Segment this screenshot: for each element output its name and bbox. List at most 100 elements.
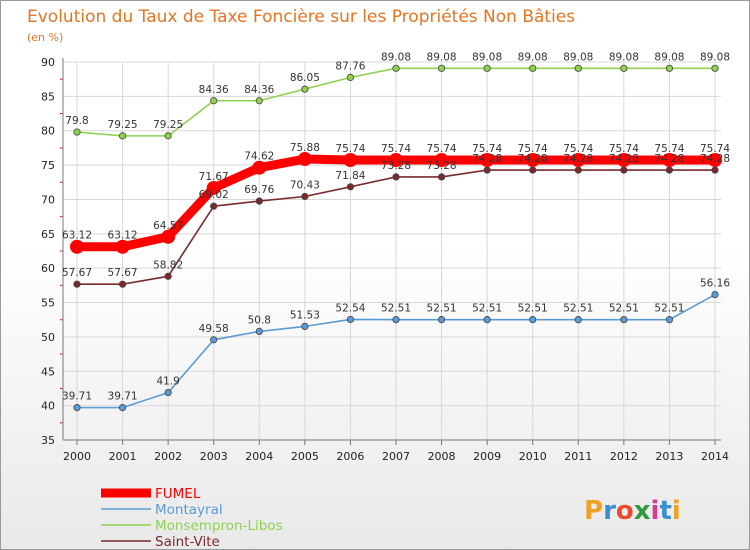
data-label: 89.08 bbox=[472, 51, 502, 63]
data-label: 74.28 bbox=[654, 153, 684, 165]
chart-title: Evolution du Taux de Taxe Foncière sur l… bbox=[27, 7, 575, 27]
data-label: 63.12 bbox=[108, 230, 138, 242]
data-point bbox=[529, 166, 537, 174]
y-tick-label: 60 bbox=[41, 262, 55, 275]
data-label: 84.36 bbox=[199, 84, 229, 96]
data-label: 75.74 bbox=[472, 143, 502, 155]
data-point bbox=[437, 316, 446, 324]
data-point bbox=[346, 73, 355, 81]
legend-label: FUMEL bbox=[155, 486, 201, 502]
x-tick-label: 2004 bbox=[245, 450, 273, 463]
data-label: 74.28 bbox=[609, 153, 639, 165]
proxiti-logo: Proxiti bbox=[584, 496, 681, 526]
y-tick-label: 55 bbox=[41, 297, 55, 310]
data-label: 52.51 bbox=[563, 303, 593, 315]
data-point bbox=[574, 166, 582, 174]
data-label: 75.88 bbox=[290, 142, 320, 154]
y-tick-label: 65 bbox=[41, 228, 55, 241]
data-point bbox=[529, 316, 537, 324]
data-label: 52.51 bbox=[427, 303, 457, 315]
x-tick-label: 2011 bbox=[564, 450, 592, 463]
data-point bbox=[665, 316, 674, 324]
data-label: 89.08 bbox=[427, 51, 457, 63]
data-point bbox=[297, 152, 312, 167]
data-label: 89.08 bbox=[700, 51, 730, 63]
data-label: 58.82 bbox=[153, 259, 183, 271]
data-point bbox=[164, 132, 172, 140]
x-tick-label: 2007 bbox=[382, 450, 410, 463]
data-point bbox=[210, 202, 218, 210]
x-tick-label: 2009 bbox=[473, 450, 501, 463]
data-label: 64.57 bbox=[153, 220, 183, 232]
data-label: 75.74 bbox=[609, 143, 639, 155]
data-point bbox=[662, 153, 677, 168]
data-label: 73.28 bbox=[427, 160, 457, 172]
legend-label: Montayral bbox=[155, 502, 223, 518]
data-label: 39.71 bbox=[108, 391, 138, 403]
y-tick-label: 50 bbox=[41, 331, 55, 344]
data-label: 57.67 bbox=[62, 267, 92, 279]
data-point bbox=[620, 166, 628, 174]
data-point bbox=[343, 153, 358, 168]
data-label: 56.16 bbox=[700, 278, 730, 290]
data-label: 89.08 bbox=[609, 51, 639, 63]
data-point bbox=[483, 166, 491, 174]
data-label: 75.74 bbox=[700, 143, 730, 155]
data-point bbox=[529, 64, 537, 72]
logo-letter: i bbox=[672, 496, 681, 526]
data-point bbox=[711, 64, 719, 72]
data-label: 89.08 bbox=[563, 51, 593, 63]
legend-label: Monsempron-Libos bbox=[155, 518, 283, 534]
data-point bbox=[665, 166, 674, 174]
data-point bbox=[161, 229, 176, 244]
y-tick-label: 35 bbox=[41, 434, 55, 447]
data-point bbox=[525, 153, 540, 168]
data-point bbox=[708, 153, 722, 168]
data-label: 52.51 bbox=[654, 303, 684, 315]
logo-letter: P bbox=[584, 496, 603, 526]
data-point bbox=[389, 153, 403, 168]
data-label: 74.28 bbox=[472, 153, 502, 165]
data-label: 52.54 bbox=[335, 302, 365, 314]
data-point bbox=[118, 404, 127, 412]
data-label: 84.36 bbox=[244, 84, 274, 96]
data-label: 57.67 bbox=[108, 267, 138, 279]
x-tick-label: 2000 bbox=[63, 450, 91, 463]
data-point bbox=[164, 272, 172, 280]
data-point bbox=[434, 153, 449, 168]
data-point bbox=[480, 153, 495, 168]
data-point bbox=[620, 316, 628, 324]
data-label: 39.71 bbox=[62, 391, 92, 403]
data-point bbox=[346, 315, 355, 324]
data-label: 73.28 bbox=[381, 160, 411, 172]
data-point bbox=[252, 160, 267, 175]
data-point bbox=[437, 64, 446, 72]
data-label: 52.51 bbox=[518, 303, 548, 315]
data-label: 69.02 bbox=[199, 189, 229, 201]
data-point bbox=[73, 280, 81, 288]
chart-unit-label: (en %) bbox=[27, 31, 63, 44]
logo-letter: i bbox=[651, 496, 660, 526]
data-label: 74.62 bbox=[244, 151, 274, 163]
data-point bbox=[255, 97, 263, 105]
data-label: 70.43 bbox=[290, 179, 320, 191]
data-point bbox=[711, 290, 719, 299]
data-point bbox=[483, 316, 491, 324]
y-tick-label: 75 bbox=[41, 159, 55, 172]
data-point bbox=[164, 388, 172, 397]
x-tick-label: 2013 bbox=[655, 450, 683, 463]
x-tick-label: 2014 bbox=[701, 450, 729, 463]
data-point bbox=[255, 197, 263, 205]
data-label: 89.08 bbox=[381, 51, 411, 63]
data-point bbox=[118, 280, 127, 288]
data-label: 52.51 bbox=[381, 303, 411, 315]
axes: 35 40 45 50 55 60 65 70 75 80 85 90 2000 2001 2002 2003… bbox=[41, 56, 729, 463]
data-label: 71.84 bbox=[335, 170, 365, 182]
data-point bbox=[574, 64, 582, 72]
data-label: 69.76 bbox=[244, 184, 274, 196]
logo-letter: o bbox=[616, 496, 634, 526]
data-point bbox=[437, 173, 446, 181]
x-tick-label: 2006 bbox=[336, 450, 364, 463]
